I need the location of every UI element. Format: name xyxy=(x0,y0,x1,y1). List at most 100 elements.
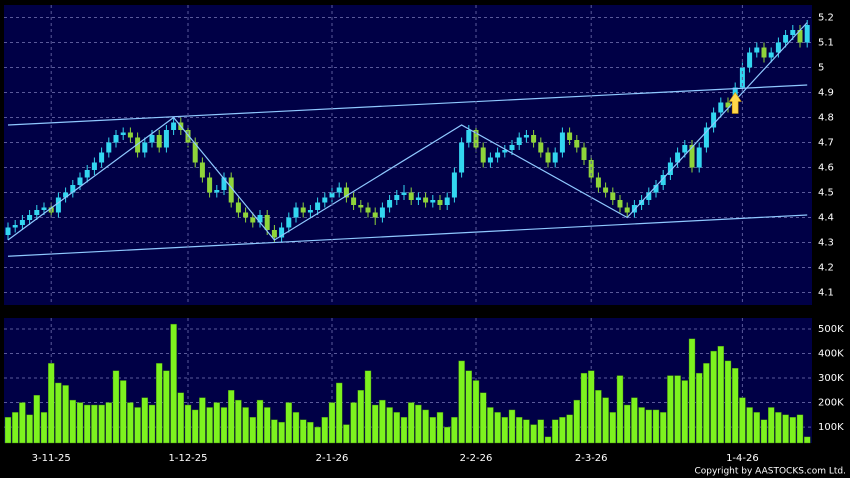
volume-bar xyxy=(184,404,192,444)
candle-body xyxy=(286,217,292,228)
volume-bar xyxy=(523,419,530,444)
candle-body xyxy=(5,227,11,235)
candle-body xyxy=(106,142,112,153)
x-tick-label: 3-11-25 xyxy=(32,453,71,464)
volume-bar xyxy=(213,402,221,444)
candle-body xyxy=(790,30,796,35)
candle-body xyxy=(574,140,580,148)
volume-bar xyxy=(645,409,652,444)
candle-body xyxy=(379,207,385,218)
candle-body xyxy=(718,102,724,113)
y-tick-label: 300K xyxy=(818,373,844,384)
candle-body xyxy=(747,52,753,68)
volume-bar xyxy=(530,424,537,444)
candle-body xyxy=(70,185,76,193)
candle-body xyxy=(516,137,522,145)
y-tick-label: 4.1 xyxy=(818,288,834,299)
volume-bar xyxy=(357,390,364,444)
volume-bar xyxy=(292,412,300,444)
volume-bar xyxy=(451,417,458,444)
candle-body xyxy=(624,207,630,213)
candle-body xyxy=(343,187,349,198)
volume-bar xyxy=(703,363,710,444)
candle-body xyxy=(221,177,227,190)
candle-body xyxy=(293,207,299,218)
volume-bar xyxy=(170,323,177,444)
volume-bar xyxy=(163,370,170,444)
candle-body xyxy=(34,210,40,215)
candle-body xyxy=(329,192,335,198)
volume-bar xyxy=(696,372,703,444)
volume-bar xyxy=(386,407,393,444)
candle-body xyxy=(509,145,515,150)
candle-body xyxy=(307,210,313,213)
volume-bar xyxy=(465,370,472,444)
volume-bar xyxy=(436,412,444,444)
candle-body xyxy=(358,205,364,208)
volume-bar xyxy=(789,417,796,444)
volume-bar xyxy=(33,395,40,444)
trend-line xyxy=(7,22,808,241)
volume-bar xyxy=(199,397,206,444)
volume-bar xyxy=(98,404,105,444)
volume-bar xyxy=(710,350,717,444)
candle-body xyxy=(797,30,803,43)
volume-bar xyxy=(249,417,257,444)
candle-body xyxy=(408,192,414,200)
x-tick-label: 1-12-25 xyxy=(168,453,207,464)
volume-bar xyxy=(55,382,62,444)
candle-body xyxy=(135,137,141,153)
volume-bar xyxy=(119,380,127,444)
candle-body xyxy=(322,197,328,203)
volume-bar xyxy=(76,402,84,444)
candle-body xyxy=(703,127,709,148)
volume-bar xyxy=(516,417,523,444)
candle-body xyxy=(667,162,673,175)
volume-bar xyxy=(588,370,595,444)
volume-bar xyxy=(616,375,624,444)
y-tick-label: 4.7 xyxy=(818,138,834,149)
candle-body xyxy=(99,152,105,163)
volume-bar xyxy=(537,419,544,444)
volume-bar xyxy=(127,402,134,444)
volume-bar xyxy=(227,390,235,444)
y-tick-label: 4.2 xyxy=(818,263,834,274)
volume-bar xyxy=(48,363,55,444)
candle-body xyxy=(228,177,234,203)
volume-bar xyxy=(746,407,753,444)
candle-body xyxy=(754,47,760,53)
candle-body xyxy=(214,190,220,193)
y-tick-label: 4.6 xyxy=(818,163,834,174)
candle-body xyxy=(12,225,18,228)
volume-bar xyxy=(768,407,775,444)
candle-body xyxy=(19,220,25,225)
y-tick-label: 4.5 xyxy=(818,188,834,199)
volume-bar xyxy=(552,419,559,444)
candle-body xyxy=(603,187,609,193)
volume-bar xyxy=(796,414,804,444)
candle-body xyxy=(127,132,133,138)
candle-body xyxy=(279,227,285,238)
x-tick-label: 2-1-26 xyxy=(316,453,349,464)
volume-bar xyxy=(760,419,768,444)
volume-bar xyxy=(191,409,199,444)
volume-bar xyxy=(242,407,249,444)
candle-body xyxy=(552,152,558,163)
candle-body xyxy=(264,215,270,230)
candle-body xyxy=(538,142,544,153)
volume-bar xyxy=(444,426,451,444)
candle-body xyxy=(55,197,61,213)
candle-body xyxy=(185,130,191,143)
candle-body xyxy=(171,122,177,130)
volume-bar xyxy=(487,407,494,444)
candle-body xyxy=(437,200,443,205)
candle-body xyxy=(149,135,155,143)
y-tick-label: 5.1 xyxy=(818,38,834,49)
candle-body xyxy=(27,215,33,220)
volume-bar xyxy=(364,370,372,444)
candle-body xyxy=(775,42,781,53)
y-tick-label: 5.2 xyxy=(818,13,834,24)
candle-body xyxy=(725,102,731,108)
volume-bar xyxy=(350,402,357,444)
candle-body xyxy=(610,192,616,200)
